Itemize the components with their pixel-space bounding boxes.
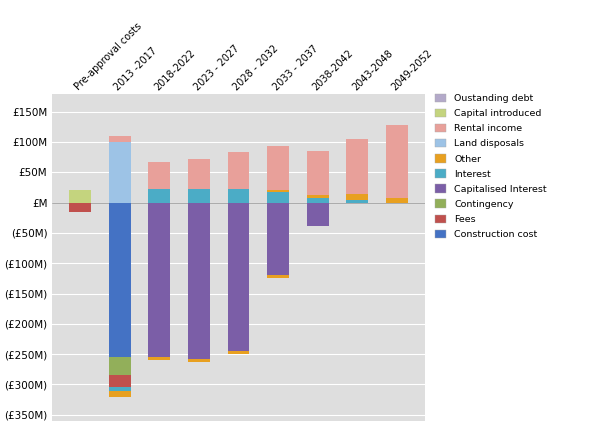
Bar [109,136,130,142]
Bar [188,189,210,203]
Bar [307,195,329,198]
Bar [188,203,210,359]
Bar [149,203,170,357]
Bar [267,275,289,278]
Bar [307,198,329,203]
Bar [267,192,289,203]
Bar [228,351,250,354]
Bar [346,139,368,193]
Bar [109,203,130,357]
Bar [149,162,170,189]
Bar [386,198,408,203]
Bar [267,146,289,190]
Bar [69,203,91,212]
Bar [109,388,130,391]
Bar [109,142,130,203]
Bar [307,151,329,195]
Bar [346,200,368,203]
Bar [267,203,289,275]
Bar [149,357,170,360]
Bar [149,189,170,203]
Bar [109,375,130,388]
Bar [109,391,130,397]
Bar [69,190,91,203]
Bar [228,203,250,351]
Bar [188,159,210,189]
Bar [228,152,250,189]
Bar [307,203,329,226]
Bar [188,359,210,362]
Bar [267,190,289,192]
Bar [228,189,250,203]
Bar [109,357,130,375]
Bar [386,125,408,198]
Bar [346,193,368,200]
Legend: Oustanding debt, Capital introduced, Rental income, Land disposals, Other, Inter: Oustanding debt, Capital introduced, Ren… [433,92,549,241]
